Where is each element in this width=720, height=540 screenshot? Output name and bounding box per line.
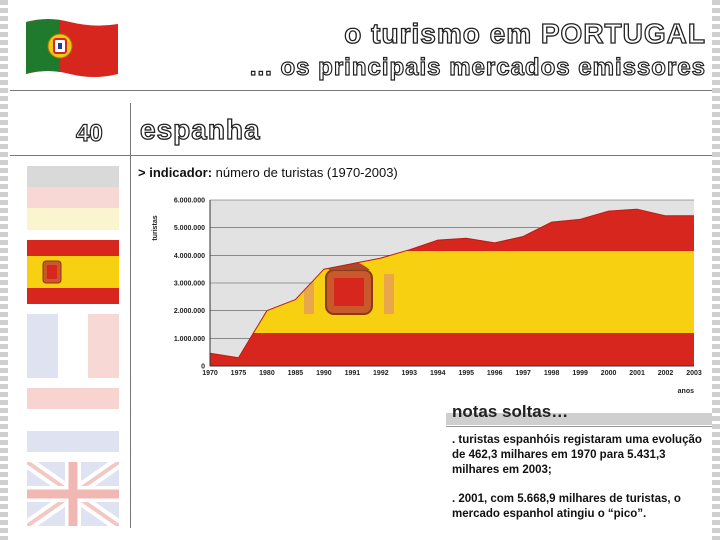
y-tick-label: 4.000.000 — [174, 253, 205, 260]
x-tick-label: 2003 — [686, 370, 702, 377]
netherlands-flag — [27, 388, 119, 452]
indicator-label-bold: > indicador: — [138, 165, 213, 180]
y-tick-label: 5.000.000 — [174, 225, 205, 232]
france-flag — [27, 314, 119, 378]
sidebar-divider — [130, 103, 131, 528]
x-tick-label: 1991 — [345, 370, 361, 377]
left-border-decoration — [0, 0, 8, 540]
x-tick-label: 1975 — [231, 370, 247, 377]
x-tick-label: 2000 — [601, 370, 617, 377]
indicator-label: > indicador: número de turistas (1970-20… — [138, 165, 398, 180]
indicator-label-text: número de turistas (1970-2003) — [212, 165, 398, 180]
x-tick-label: 2002 — [658, 370, 674, 377]
germany-flag — [27, 166, 119, 230]
tourists-area-chart: 0 1.000.000 2.000.000 3.000.000 4.000.000 5.0… — [152, 198, 702, 396]
x-tick-label: 1993 — [402, 370, 418, 377]
area-outline — [209, 208, 695, 359]
right-border-decoration — [712, 0, 720, 540]
section-number: 40 — [75, 119, 103, 147]
section-divider — [10, 155, 712, 156]
y-tick-label: 6.000.000 — [174, 198, 205, 205]
x-tick-label: 1985 — [288, 370, 304, 377]
y-tick-label: 0 — [201, 364, 205, 371]
y-tick-label: 3.000.000 — [174, 281, 205, 288]
note-item-2: . 2001, com 5.668,9 milhares de turistas… — [452, 493, 681, 520]
x-tick-label: 1996 — [487, 370, 503, 377]
x-tick-label: 1980 — [259, 370, 275, 377]
x-axis-label: anos — [678, 388, 694, 395]
x-tick-label: 1992 — [373, 370, 389, 377]
x-tick-label: 1997 — [515, 370, 531, 377]
x-tick-label: 1990 — [316, 370, 332, 377]
notes-header-bar — [446, 413, 712, 425]
section-title: espanha — [139, 113, 261, 145]
x-tick-label: 1995 — [458, 370, 474, 377]
y-tick-label: 1.000.000 — [174, 336, 205, 343]
uk-flag — [27, 462, 119, 526]
spain-coat-of-arms — [304, 261, 394, 315]
x-tick-label: 1970 — [202, 370, 218, 377]
x-tick-label: 1998 — [544, 370, 560, 377]
header-divider — [10, 90, 712, 91]
note-item-1: . turistas espanhóis registaram uma evol… — [452, 434, 702, 476]
notes-title: notas soltas… — [452, 402, 569, 421]
header-title: o turismo em PORTUGAL — [344, 17, 706, 49]
x-tick-label: 2001 — [629, 370, 645, 377]
y-axis-label: turistas — [152, 215, 159, 240]
x-tick-label: 1999 — [572, 370, 588, 377]
x-tick-label: 1994 — [430, 370, 446, 377]
y-tick-label: 2.000.000 — [174, 308, 205, 315]
notes-header-line — [446, 426, 712, 427]
header-subtitle: ... os principais mercados emissores — [249, 53, 706, 81]
portugal-flag — [26, 19, 118, 77]
spain-flag — [27, 240, 119, 304]
